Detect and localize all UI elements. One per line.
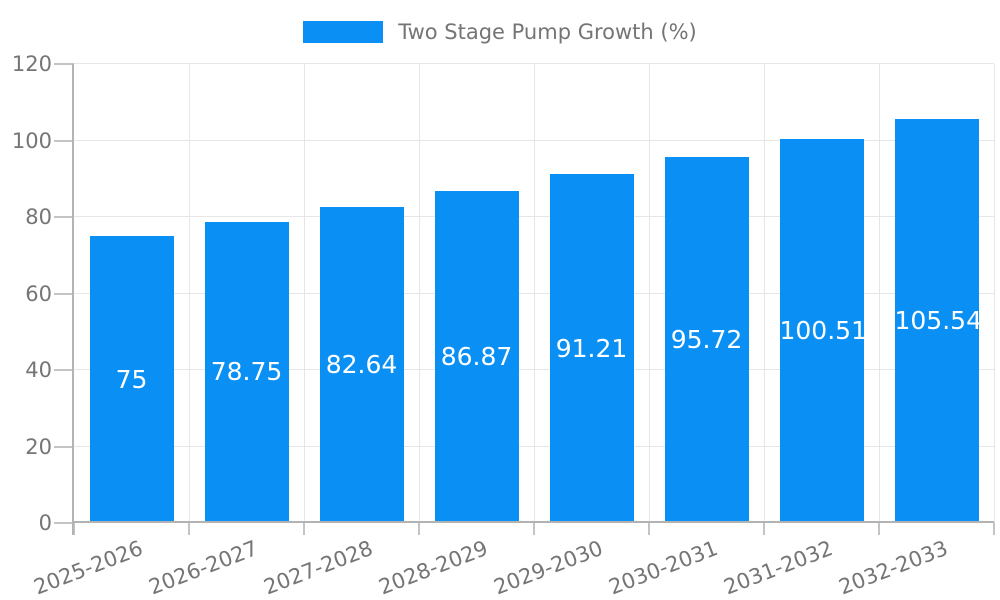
bar xyxy=(894,119,979,521)
x-tick xyxy=(533,523,535,535)
gridline-v xyxy=(418,64,420,523)
bar xyxy=(549,174,634,521)
legend-label[interactable]: Two Stage Pump Growth (%) xyxy=(398,20,697,44)
y-axis-label: 80 xyxy=(25,205,52,229)
y-tick xyxy=(54,139,74,142)
x-tick xyxy=(303,523,305,535)
y-axis-label: 20 xyxy=(25,434,52,459)
legend-swatch[interactable] xyxy=(303,21,384,43)
x-axis-label: 2026-2027 xyxy=(145,536,262,600)
x-axis-label: 2025-2026 xyxy=(30,536,147,600)
gridline-v xyxy=(993,64,995,523)
x-axis-label: 2030-2031 xyxy=(605,536,722,600)
y-axis-label: 40 xyxy=(25,358,52,382)
x-tick xyxy=(73,523,75,535)
bar xyxy=(319,206,404,521)
y-tick xyxy=(54,522,74,524)
x-tick xyxy=(188,523,190,535)
bar-value-label: 82.64 xyxy=(325,349,398,379)
y-tick xyxy=(54,445,74,448)
legend: Two Stage Pump Growth (%) xyxy=(0,21,1000,43)
bar-value-label: 105.54 xyxy=(894,306,982,336)
bar xyxy=(664,156,749,521)
x-axis-label: 2029-2030 xyxy=(490,536,607,600)
bar-value-label: 75 xyxy=(115,364,148,394)
x-tick xyxy=(763,523,765,535)
x-axis-label: 2031-2032 xyxy=(720,536,837,600)
bar xyxy=(434,190,519,521)
x-axis-line xyxy=(72,521,994,523)
y-tick xyxy=(54,369,74,371)
x-tick xyxy=(648,523,650,535)
x-tick xyxy=(993,523,995,535)
y-axis-line xyxy=(72,64,74,535)
y-tick xyxy=(54,63,74,65)
gridline-v xyxy=(878,64,880,523)
y-axis-label: 120 xyxy=(11,52,52,76)
x-axis-label: 2032-2033 xyxy=(835,536,952,600)
gridline-h xyxy=(74,63,994,64)
y-axis-label: 60 xyxy=(25,281,52,306)
gridline-v xyxy=(303,64,305,523)
y-tick xyxy=(54,292,74,295)
gridline-v xyxy=(188,64,190,523)
x-tick xyxy=(418,523,420,535)
gridline-v xyxy=(763,64,765,523)
bar-value-label: 91.21 xyxy=(555,333,628,363)
gridline-v xyxy=(533,64,535,523)
y-axis-label: 100 xyxy=(11,128,52,153)
bar xyxy=(204,221,289,521)
bar-value-label: 78.75 xyxy=(210,357,283,387)
y-tick xyxy=(54,216,74,218)
bar-value-label: 100.51 xyxy=(779,315,867,345)
bar-value-label: 86.87 xyxy=(440,341,513,371)
bar xyxy=(89,236,174,521)
x-axis-label: 2028-2029 xyxy=(375,536,492,600)
gridline-v xyxy=(648,64,650,523)
bar xyxy=(779,138,864,521)
y-axis-label: 0 xyxy=(38,511,52,535)
x-axis-label: 2027-2028 xyxy=(260,536,377,600)
x-tick xyxy=(878,523,880,535)
bar-value-label: 95.72 xyxy=(670,324,743,354)
